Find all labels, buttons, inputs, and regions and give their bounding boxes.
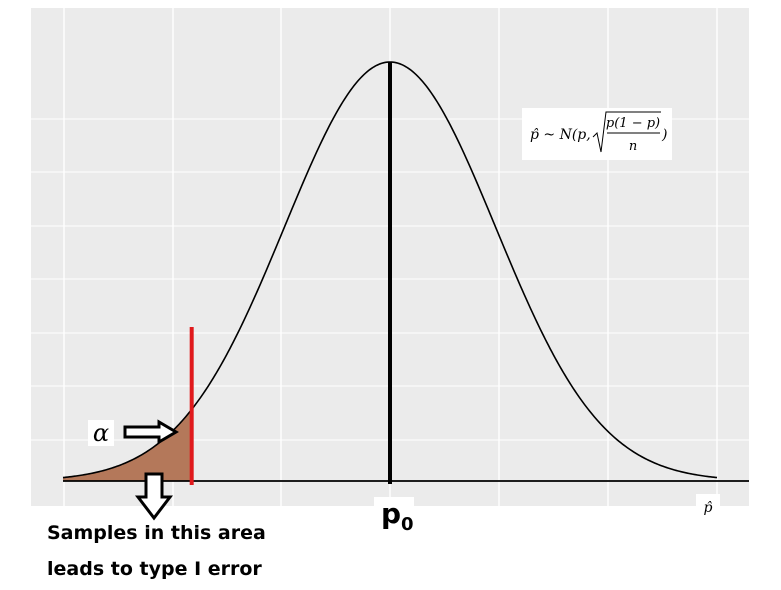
alpha-arrow-icon bbox=[123, 419, 179, 445]
formula-lhs: p̂ ~ N(p, bbox=[530, 127, 591, 143]
mean-label: p0 bbox=[374, 497, 414, 535]
alpha-label-text: α bbox=[93, 419, 109, 447]
alpha-label: α bbox=[88, 419, 114, 447]
caption-line-1: Samples in this area bbox=[47, 522, 266, 544]
x-axis-title: p̂ bbox=[696, 494, 720, 520]
alpha-tail-area bbox=[63, 409, 192, 481]
caption-line-2: leads to type I error bbox=[47, 558, 262, 580]
distribution-formula: p̂ ~ N(p, p(1 − p) n ) bbox=[522, 108, 672, 160]
down-arrow-icon bbox=[134, 472, 174, 521]
formula-close: ) bbox=[661, 127, 667, 143]
mean-label-subscript: 0 bbox=[401, 514, 414, 535]
svg-text:p0: p0 bbox=[381, 497, 414, 535]
x-axis-title-text: p̂ bbox=[704, 500, 713, 516]
formula-numerator: p(1 − p) bbox=[606, 116, 660, 131]
mean-label-main: p bbox=[381, 497, 401, 530]
formula-denominator: n bbox=[629, 139, 637, 154]
